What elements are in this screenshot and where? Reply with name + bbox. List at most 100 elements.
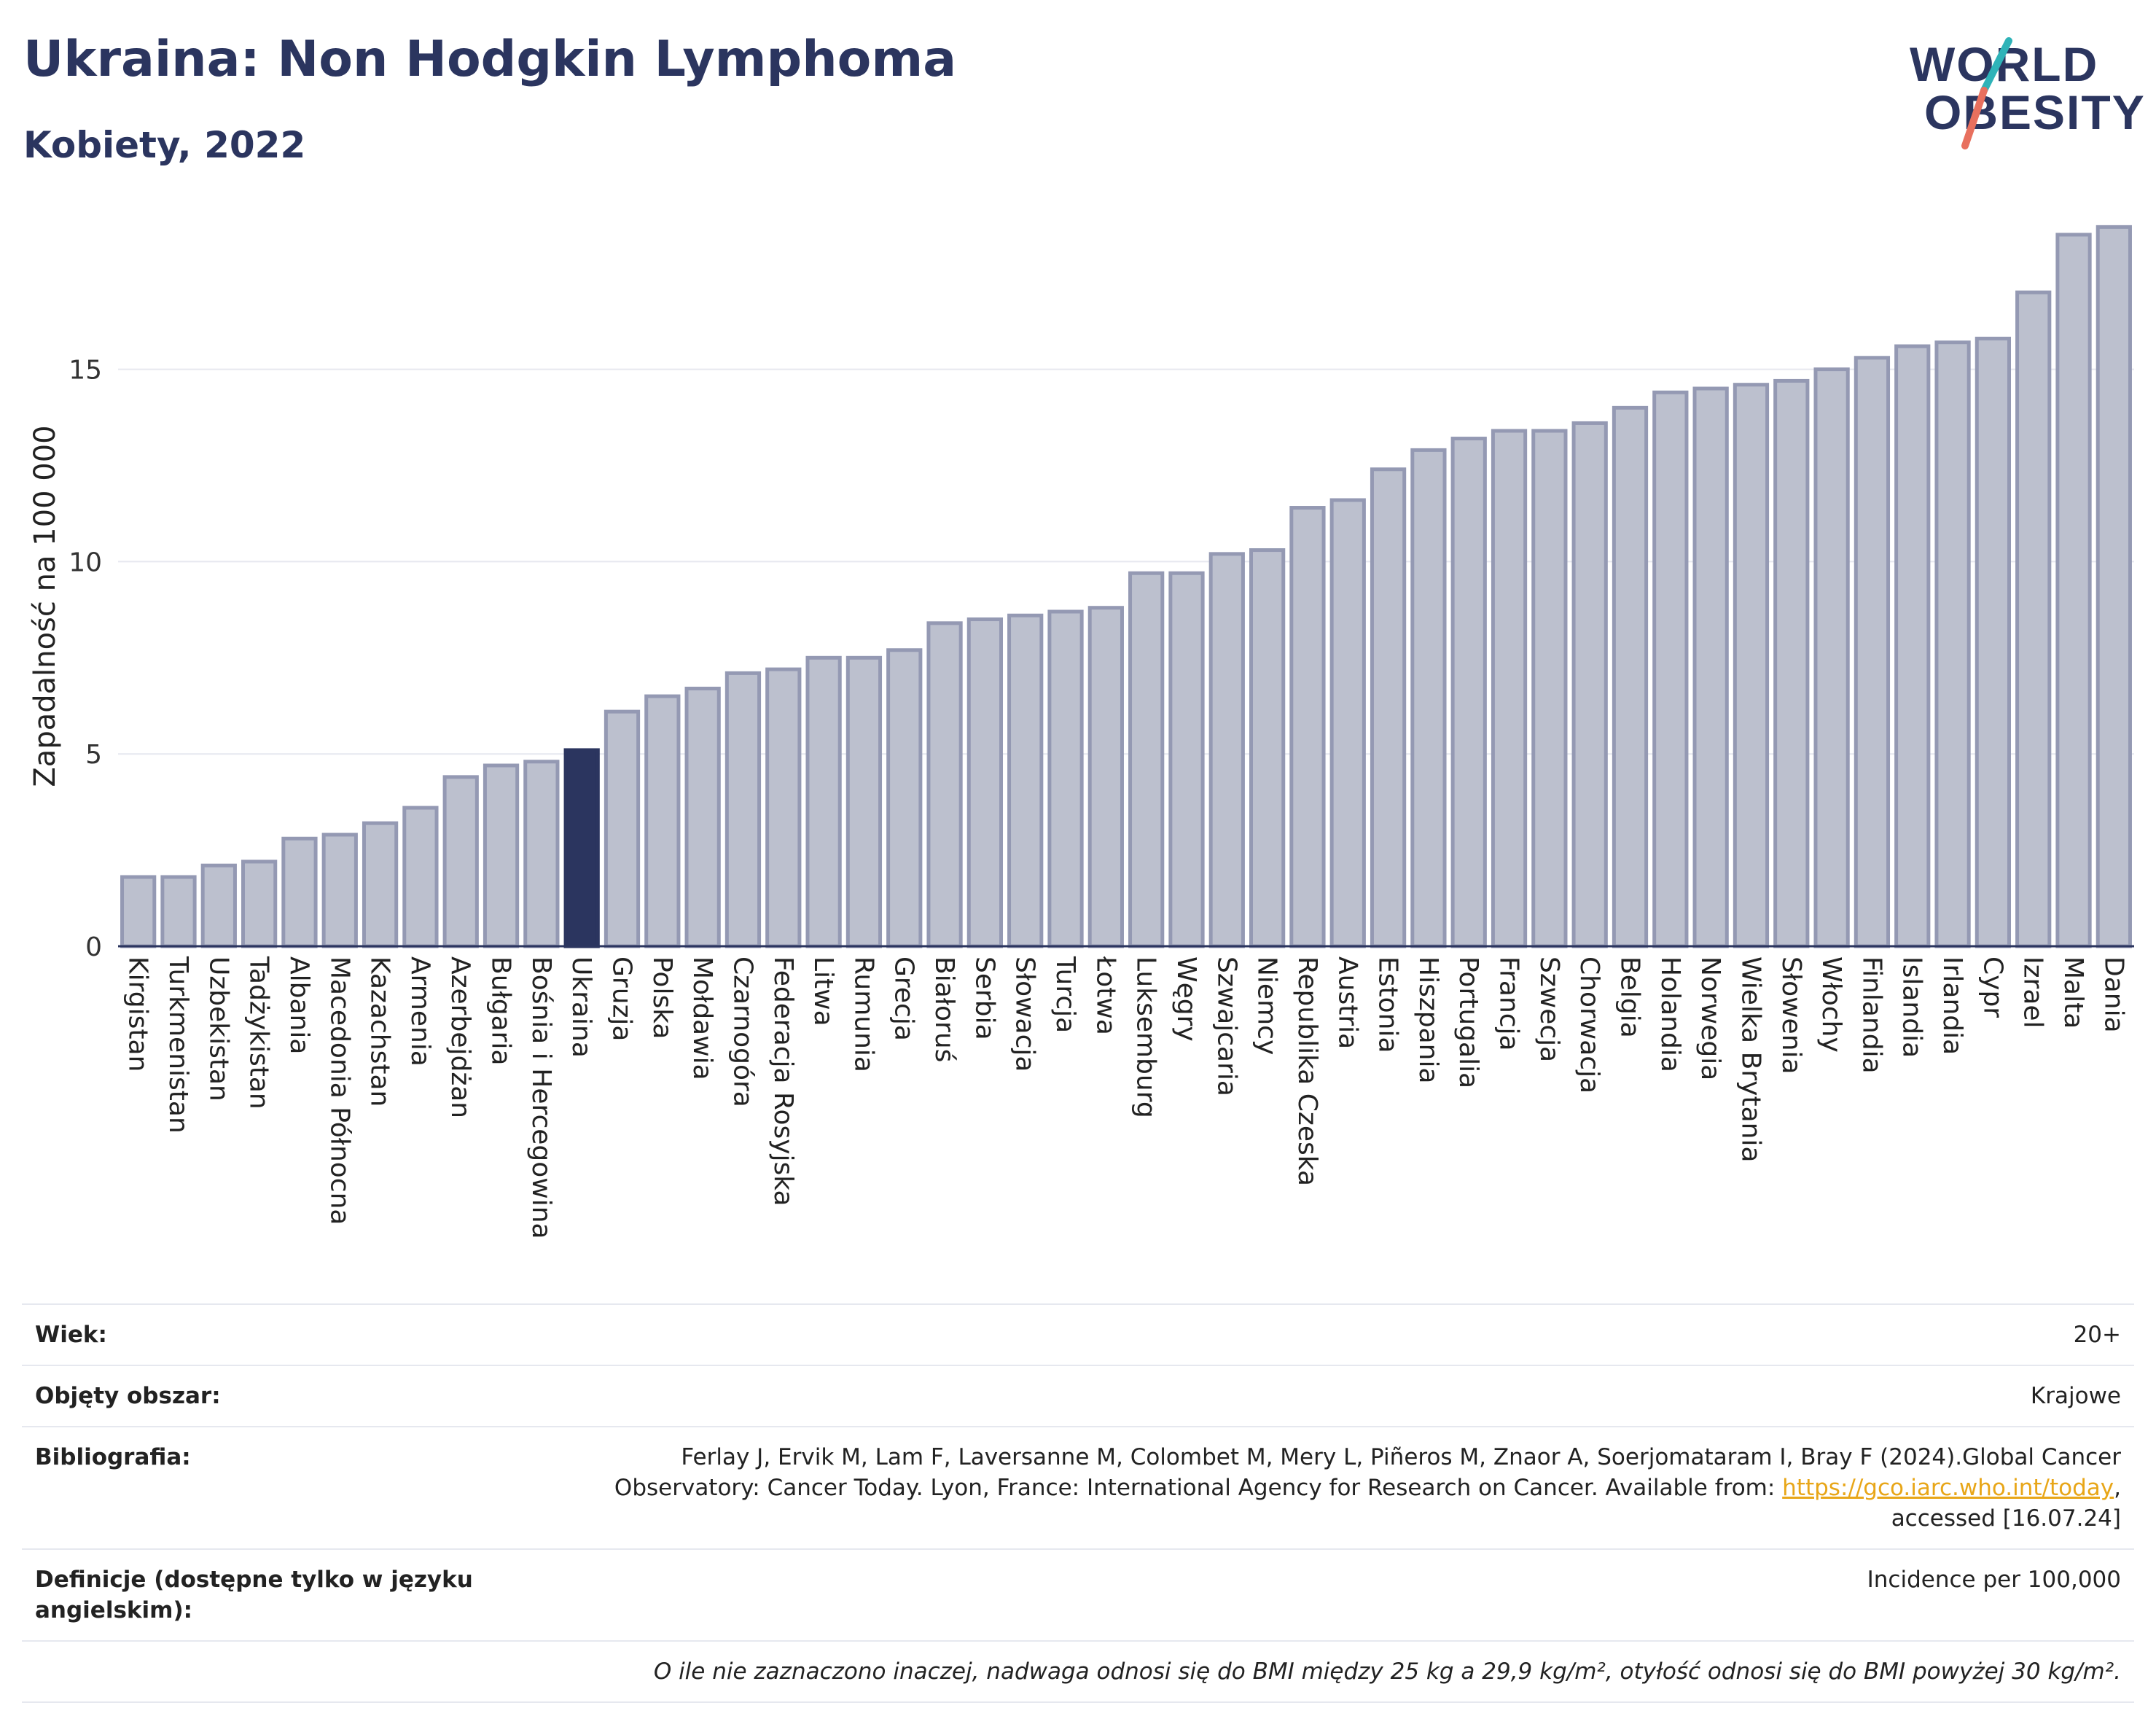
area-label: Objęty obszar: (35, 1383, 221, 1409)
bar (523, 760, 560, 948)
x-tick-label: Łotwa (1090, 956, 1120, 1035)
bar (644, 694, 681, 948)
bar (563, 748, 600, 948)
bar (1975, 336, 2012, 948)
bar (2015, 290, 2052, 948)
bar (1007, 613, 1044, 948)
bar (1934, 340, 1971, 948)
x-tick-label: Izrael (2018, 956, 2048, 1029)
chart-subtitle: Kobiety, 2022 (23, 124, 306, 166)
bar (1894, 344, 1931, 948)
footnote: O ile nie zaznaczono inaczej, nadwaga od… (653, 1658, 2121, 1685)
bar (1813, 367, 1850, 948)
area-value: Krajowe (2030, 1383, 2121, 1409)
x-tick-label: Włochy (1816, 956, 1846, 1053)
bibliography-value: Ferlay J, Ervik M, Lam F, Laversanne M, … (614, 1444, 2121, 1532)
bibliography-link[interactable]: https://gco.iarc.who.int/today (1782, 1475, 2114, 1501)
bibliography-text-1: Ferlay J, Ervik M, Lam F, Laversanne M, … (681, 1444, 2121, 1470)
bar (160, 875, 197, 948)
x-tick-label: Niemcy (1252, 956, 1282, 1055)
x-tick-label: Armenia (405, 956, 435, 1067)
x-tick-label: Tadżykistan (244, 956, 274, 1110)
bibliography-label: Bibliografia: (35, 1444, 191, 1470)
x-tick-label: Holandia (1655, 956, 1685, 1072)
x-tick-label: Francja (1494, 956, 1524, 1051)
age-label: Wiek: (35, 1322, 107, 1348)
bar (1087, 606, 1124, 948)
bar (2055, 233, 2092, 948)
bar (684, 687, 721, 948)
info-row-bibliography: Bibliografia: Ferlay J, Ervik M, Lam F, … (22, 1426, 2134, 1548)
bar (886, 648, 923, 948)
x-tick-label: Irlandia (1937, 956, 1967, 1055)
x-tick-label: Albania (284, 956, 314, 1054)
x-tick-label: Federacja Rosyjska (768, 956, 798, 1206)
bar (120, 875, 157, 948)
bar (805, 655, 842, 948)
bar (2096, 225, 2132, 948)
bar (1531, 429, 1568, 948)
x-tick-label: Macedonia Północna (324, 956, 354, 1225)
x-tick-label: Hiszpania (1413, 956, 1443, 1084)
bar (724, 671, 762, 948)
x-tick-label: Kazachstan (365, 956, 395, 1107)
bar (362, 821, 399, 948)
x-tick-label: Azerbejdżan (445, 956, 475, 1118)
bar (1208, 552, 1245, 948)
x-tick-label: Bułgaria (486, 956, 516, 1066)
x-tick-label: Czarnogóra (727, 956, 757, 1107)
x-tick-label: Cypr (1977, 956, 2007, 1018)
bibliography-text-3: accessed [16.07.24] (1891, 1505, 2121, 1532)
bar (1249, 548, 1286, 948)
bibliography-text-2: Observatory: Cancer Today. Lyon, France:… (614, 1475, 1783, 1501)
x-tick-label: Estonia (1373, 956, 1403, 1053)
bar (321, 833, 358, 948)
x-tick-label: Szwecja (1534, 956, 1564, 1062)
x-tick-label: Turkmenistan (163, 956, 193, 1134)
x-tick-label: Luksemburg (1131, 956, 1161, 1118)
logo-line2: OBESITY (1924, 85, 2146, 139)
y-tick-label: 10 (69, 547, 102, 577)
x-tick-label: Islandia (1897, 956, 1927, 1058)
x-tick-label: Węgry (1171, 956, 1201, 1042)
y-tick-label: 5 (85, 740, 102, 770)
info-row-note: O ile nie zaznaczono inaczej, nadwaga od… (22, 1640, 2134, 1703)
bar (1289, 506, 1326, 948)
x-tick-label: Grecja (889, 956, 919, 1041)
bar (241, 859, 278, 948)
bar (1652, 390, 1689, 948)
logo-slash-icon (1961, 37, 2012, 149)
bar (1733, 383, 1770, 948)
x-tick-label: Chorwacja (1574, 956, 1604, 1093)
x-tick-label: Słowenia (1776, 956, 1806, 1075)
bar (1773, 378, 1810, 948)
bar (1128, 571, 1165, 948)
y-tick-label: 15 (69, 356, 102, 386)
x-tick-label: Ukraina (566, 956, 596, 1058)
bar (926, 621, 963, 948)
info-row-age: Wiek: 20+ (22, 1303, 2134, 1365)
bar (1370, 467, 1407, 948)
bar (200, 863, 237, 948)
bar (1692, 386, 1729, 948)
x-tick-label: Malta (2058, 956, 2088, 1029)
x-tick-label: Rumunia (848, 956, 878, 1072)
x-tick-label: Szwajcaria (1211, 956, 1241, 1096)
bar (1168, 571, 1205, 948)
x-tick-label: Norwegia (1695, 956, 1725, 1080)
x-tick-label: Serbia (969, 956, 999, 1040)
age-value: 20+ (2073, 1322, 2121, 1348)
bar (966, 617, 1004, 948)
bar (604, 709, 641, 948)
bar (1450, 437, 1487, 948)
x-tick-label: Turcja (1050, 956, 1080, 1033)
x-tick-label: Słowacja (1010, 956, 1040, 1072)
bar (1410, 448, 1447, 948)
world-obesity-logo: WORLD OBESITY (1895, 36, 2144, 153)
x-tick-label: Bośnia i Hercegowina (526, 956, 556, 1239)
x-tick-label: Polska (647, 956, 677, 1039)
y-axis-label: Zapadalność na 100 000 (28, 425, 62, 787)
x-tick-label: Portugalia (1453, 956, 1483, 1088)
y-tick-label: 0 (85, 932, 102, 962)
x-tick-label: Kirgistan (123, 956, 153, 1072)
